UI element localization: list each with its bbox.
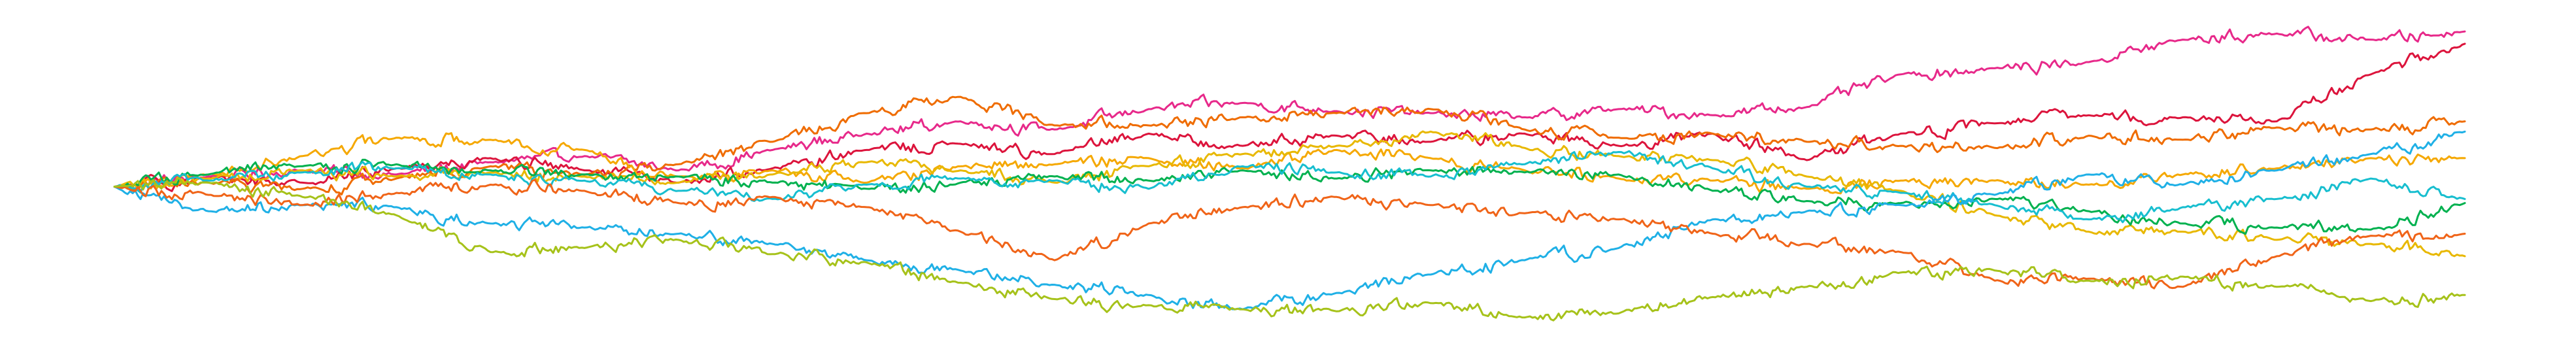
series-line-6 (113, 158, 2466, 235)
series-line-3 (113, 95, 2466, 195)
series-line-9 (113, 178, 2466, 290)
series-line-8 (113, 130, 2466, 311)
series-line-5 (113, 130, 2466, 258)
series-group (113, 25, 2466, 322)
series-line-7 (113, 150, 2466, 224)
series-line-2 (113, 42, 2466, 192)
series-line-10 (113, 177, 2466, 322)
